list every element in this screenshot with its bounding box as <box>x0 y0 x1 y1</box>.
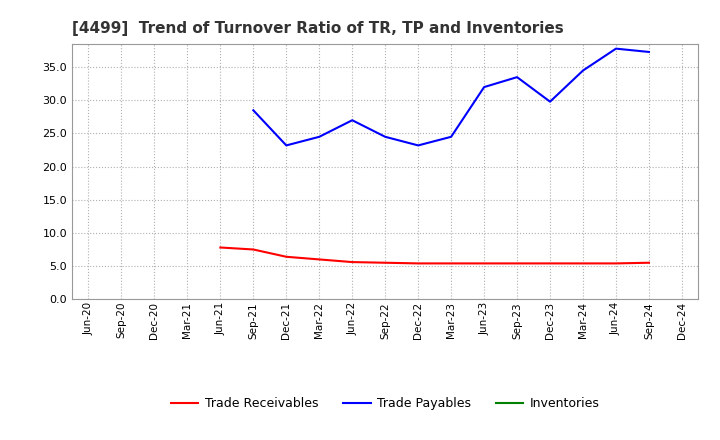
Trade Receivables <box>513 261 521 266</box>
Trade Payables <box>546 99 554 104</box>
Trade Payables <box>644 49 653 55</box>
Trade Receivables <box>579 261 588 266</box>
Trade Payables <box>381 134 390 139</box>
Trade Payables <box>579 68 588 73</box>
Trade Payables <box>249 108 258 113</box>
Trade Payables <box>414 143 423 148</box>
Trade Receivables <box>612 261 621 266</box>
Trade Receivables <box>282 254 291 260</box>
Line: Trade Payables: Trade Payables <box>253 49 649 145</box>
Trade Payables <box>447 134 456 139</box>
Trade Payables <box>612 46 621 51</box>
Trade Receivables <box>348 260 356 265</box>
Trade Receivables <box>216 245 225 250</box>
Trade Receivables <box>480 261 488 266</box>
Trade Receivables <box>546 261 554 266</box>
Text: [4499]  Trend of Turnover Ratio of TR, TP and Inventories: [4499] Trend of Turnover Ratio of TR, TP… <box>72 21 564 36</box>
Trade Payables <box>348 117 356 123</box>
Trade Receivables <box>414 261 423 266</box>
Trade Payables <box>315 134 323 139</box>
Line: Trade Receivables: Trade Receivables <box>220 247 649 264</box>
Trade Receivables <box>249 247 258 252</box>
Trade Payables <box>480 84 488 90</box>
Trade Payables <box>282 143 291 148</box>
Trade Receivables <box>315 257 323 262</box>
Legend: Trade Receivables, Trade Payables, Inventories: Trade Receivables, Trade Payables, Inven… <box>166 392 605 415</box>
Trade Receivables <box>644 260 653 265</box>
Trade Receivables <box>381 260 390 265</box>
Trade Receivables <box>447 261 456 266</box>
Trade Payables <box>513 74 521 80</box>
